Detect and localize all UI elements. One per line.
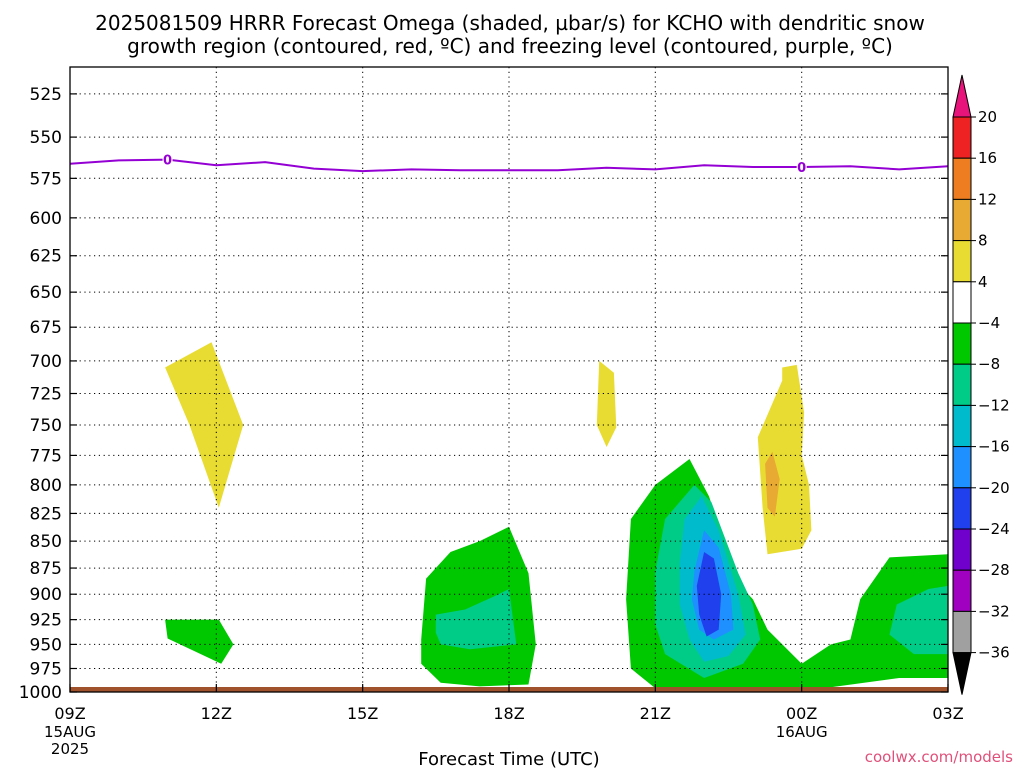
colorbar-bin <box>952 157 972 200</box>
colorbar-label: −24 <box>978 520 1010 538</box>
colorbar-label: 8 <box>978 232 988 250</box>
colorbar-bin <box>952 446 972 489</box>
chart-gridlines <box>70 67 948 692</box>
colorbar-bin <box>952 281 972 324</box>
y-axis: 525 550 575 600 625 650 675 700 725 750 775 800 825 8… <box>19 85 948 703</box>
y-tick-label: 850 <box>30 532 62 552</box>
x-tick-label: 18Z <box>493 704 524 723</box>
y-tick-label: 525 <box>30 85 62 105</box>
contour-label-bg <box>162 152 173 167</box>
omega-region-yellow-cell-5 <box>757 364 812 555</box>
omega-region-orange-cell-5 <box>765 451 780 517</box>
x-tick-label: 21Z <box>640 704 671 723</box>
y-tick-label: 750 <box>30 416 62 436</box>
freezing-level-label: 0 <box>163 154 172 169</box>
y-tick-label: 625 <box>30 247 62 267</box>
colorbar-label: −36 <box>978 644 1010 662</box>
colorbar-under-arrow <box>952 652 972 695</box>
colorbar-label: −28 <box>978 561 1010 579</box>
colorbar-label: −12 <box>978 396 1010 414</box>
y-tick-label: 800 <box>30 476 62 496</box>
chart-title-line-2: growth region (contoured, red, ºC) and f… <box>127 34 893 58</box>
y-tick-label: 975 <box>30 659 62 679</box>
omega-region-yellow-cell-2 <box>596 360 617 447</box>
colorbar-bin <box>952 528 972 571</box>
y-tick-label: 900 <box>30 585 62 605</box>
colorbar-over-arrow <box>952 74 972 118</box>
colorbar-label: −16 <box>978 438 1010 456</box>
y-tick-label: 925 <box>30 611 62 631</box>
freezing-level-line <box>69 158 949 173</box>
y-tick-label: 1000 <box>19 683 62 703</box>
y-tick-label: 950 <box>30 635 62 655</box>
x-tick-sublabel: 16AUG <box>776 723 828 741</box>
watermark: coolwx.com/models <box>865 748 1013 766</box>
colorbar-bin <box>952 116 972 159</box>
contour-label-bg <box>796 159 807 174</box>
y-tick-label: 575 <box>30 169 62 189</box>
colorbar-bin <box>952 322 972 365</box>
colorbar-label: −20 <box>978 479 1010 497</box>
y-tick-label: 550 <box>30 128 62 148</box>
omega-region-yellow-cell-1 <box>165 342 244 508</box>
y-tick-label: 600 <box>30 209 62 229</box>
x-tick-label: 12Z <box>201 704 232 723</box>
x-tick-label: 09Z <box>54 704 85 723</box>
colorbar-bin <box>952 487 972 530</box>
colorbar-label: 4 <box>978 273 988 291</box>
colorbar-bin <box>952 404 972 448</box>
colorbar-bin <box>952 240 972 283</box>
omega-region-teal-cell-2 <box>435 589 517 650</box>
colorbar-bin <box>952 569 972 612</box>
colorbar-bin <box>952 198 972 242</box>
y-tick-label: 675 <box>30 318 62 338</box>
colorbar-label: 16 <box>978 149 997 167</box>
colorbar-label: −4 <box>978 314 1000 332</box>
x-tick-label: 15Z <box>347 704 378 723</box>
colorbar-bin <box>952 610 972 654</box>
colorbar-label: −8 <box>978 355 1000 373</box>
x-axis-label: Forecast Time (UTC) <box>418 749 599 768</box>
y-tick-label: 775 <box>30 446 62 466</box>
colorbar-label: 20 <box>978 108 997 126</box>
y-tick-label: 825 <box>30 504 62 524</box>
x-tick-sublabel: 2025 <box>51 740 89 758</box>
colorbar-label: 12 <box>978 190 997 208</box>
y-tick-label: 875 <box>30 559 62 579</box>
y-tick-label: 700 <box>30 352 62 372</box>
x-tick-label: 00Z <box>786 704 817 723</box>
omega-region-green-cell-1 <box>165 619 234 664</box>
y-tick-label: 725 <box>30 385 62 405</box>
x-tick-sublabel: 15AUG <box>44 723 96 741</box>
omega-shaded-regions <box>165 342 948 692</box>
y-tick-label: 650 <box>30 283 62 303</box>
chart-title-line-1: 2025081509 HRRR Forecast Omega (shaded, … <box>95 11 925 35</box>
colorbar-label: −32 <box>978 602 1010 620</box>
x-tick-label: 03Z <box>932 704 963 723</box>
freezing-level-label: 0 <box>797 161 806 176</box>
colorbar-bin <box>952 363 972 406</box>
colorbar: 20 16 12 8 4 −4 −8 −12 −16 −20 −24 −28 −32 −36 <box>952 74 1010 695</box>
omega-region-teal-cell-4 <box>889 585 948 655</box>
